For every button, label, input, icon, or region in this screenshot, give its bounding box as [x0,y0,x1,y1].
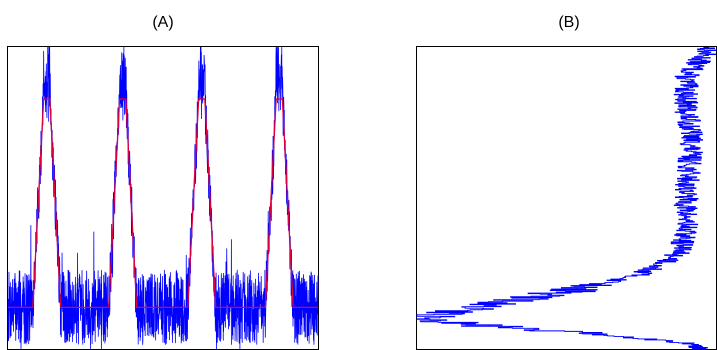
chart-a-fit-line [8,98,318,308]
chart-a-title: (A) [152,14,173,31]
chart-a [7,46,319,350]
chart-a-marks [7,46,319,350]
chart-b [416,46,717,350]
chart-b-marks [416,47,717,350]
chart-b-frame [416,46,717,350]
chart-a-noisy-signal-line [7,46,319,350]
chart-b-profile-line [416,47,717,350]
chart-b-title: (B) [558,14,579,31]
